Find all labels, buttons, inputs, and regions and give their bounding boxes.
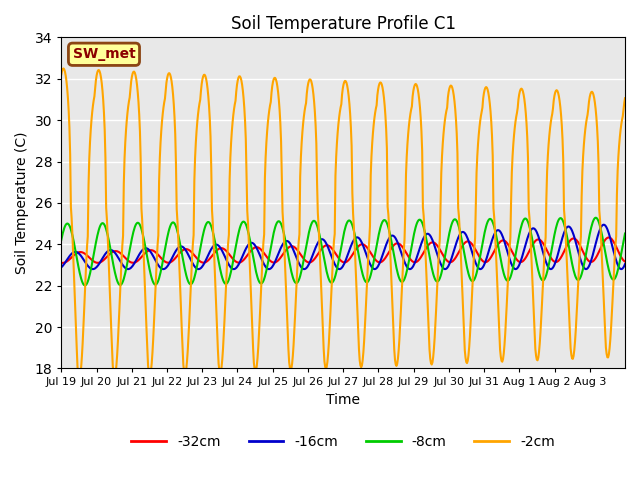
Y-axis label: Soil Temperature (C): Soil Temperature (C) bbox=[15, 132, 29, 274]
Legend: -32cm, -16cm, -8cm, -2cm: -32cm, -16cm, -8cm, -2cm bbox=[126, 429, 561, 454]
Title: Soil Temperature Profile C1: Soil Temperature Profile C1 bbox=[230, 15, 456, 33]
X-axis label: Time: Time bbox=[326, 393, 360, 407]
Text: SW_met: SW_met bbox=[72, 47, 135, 61]
